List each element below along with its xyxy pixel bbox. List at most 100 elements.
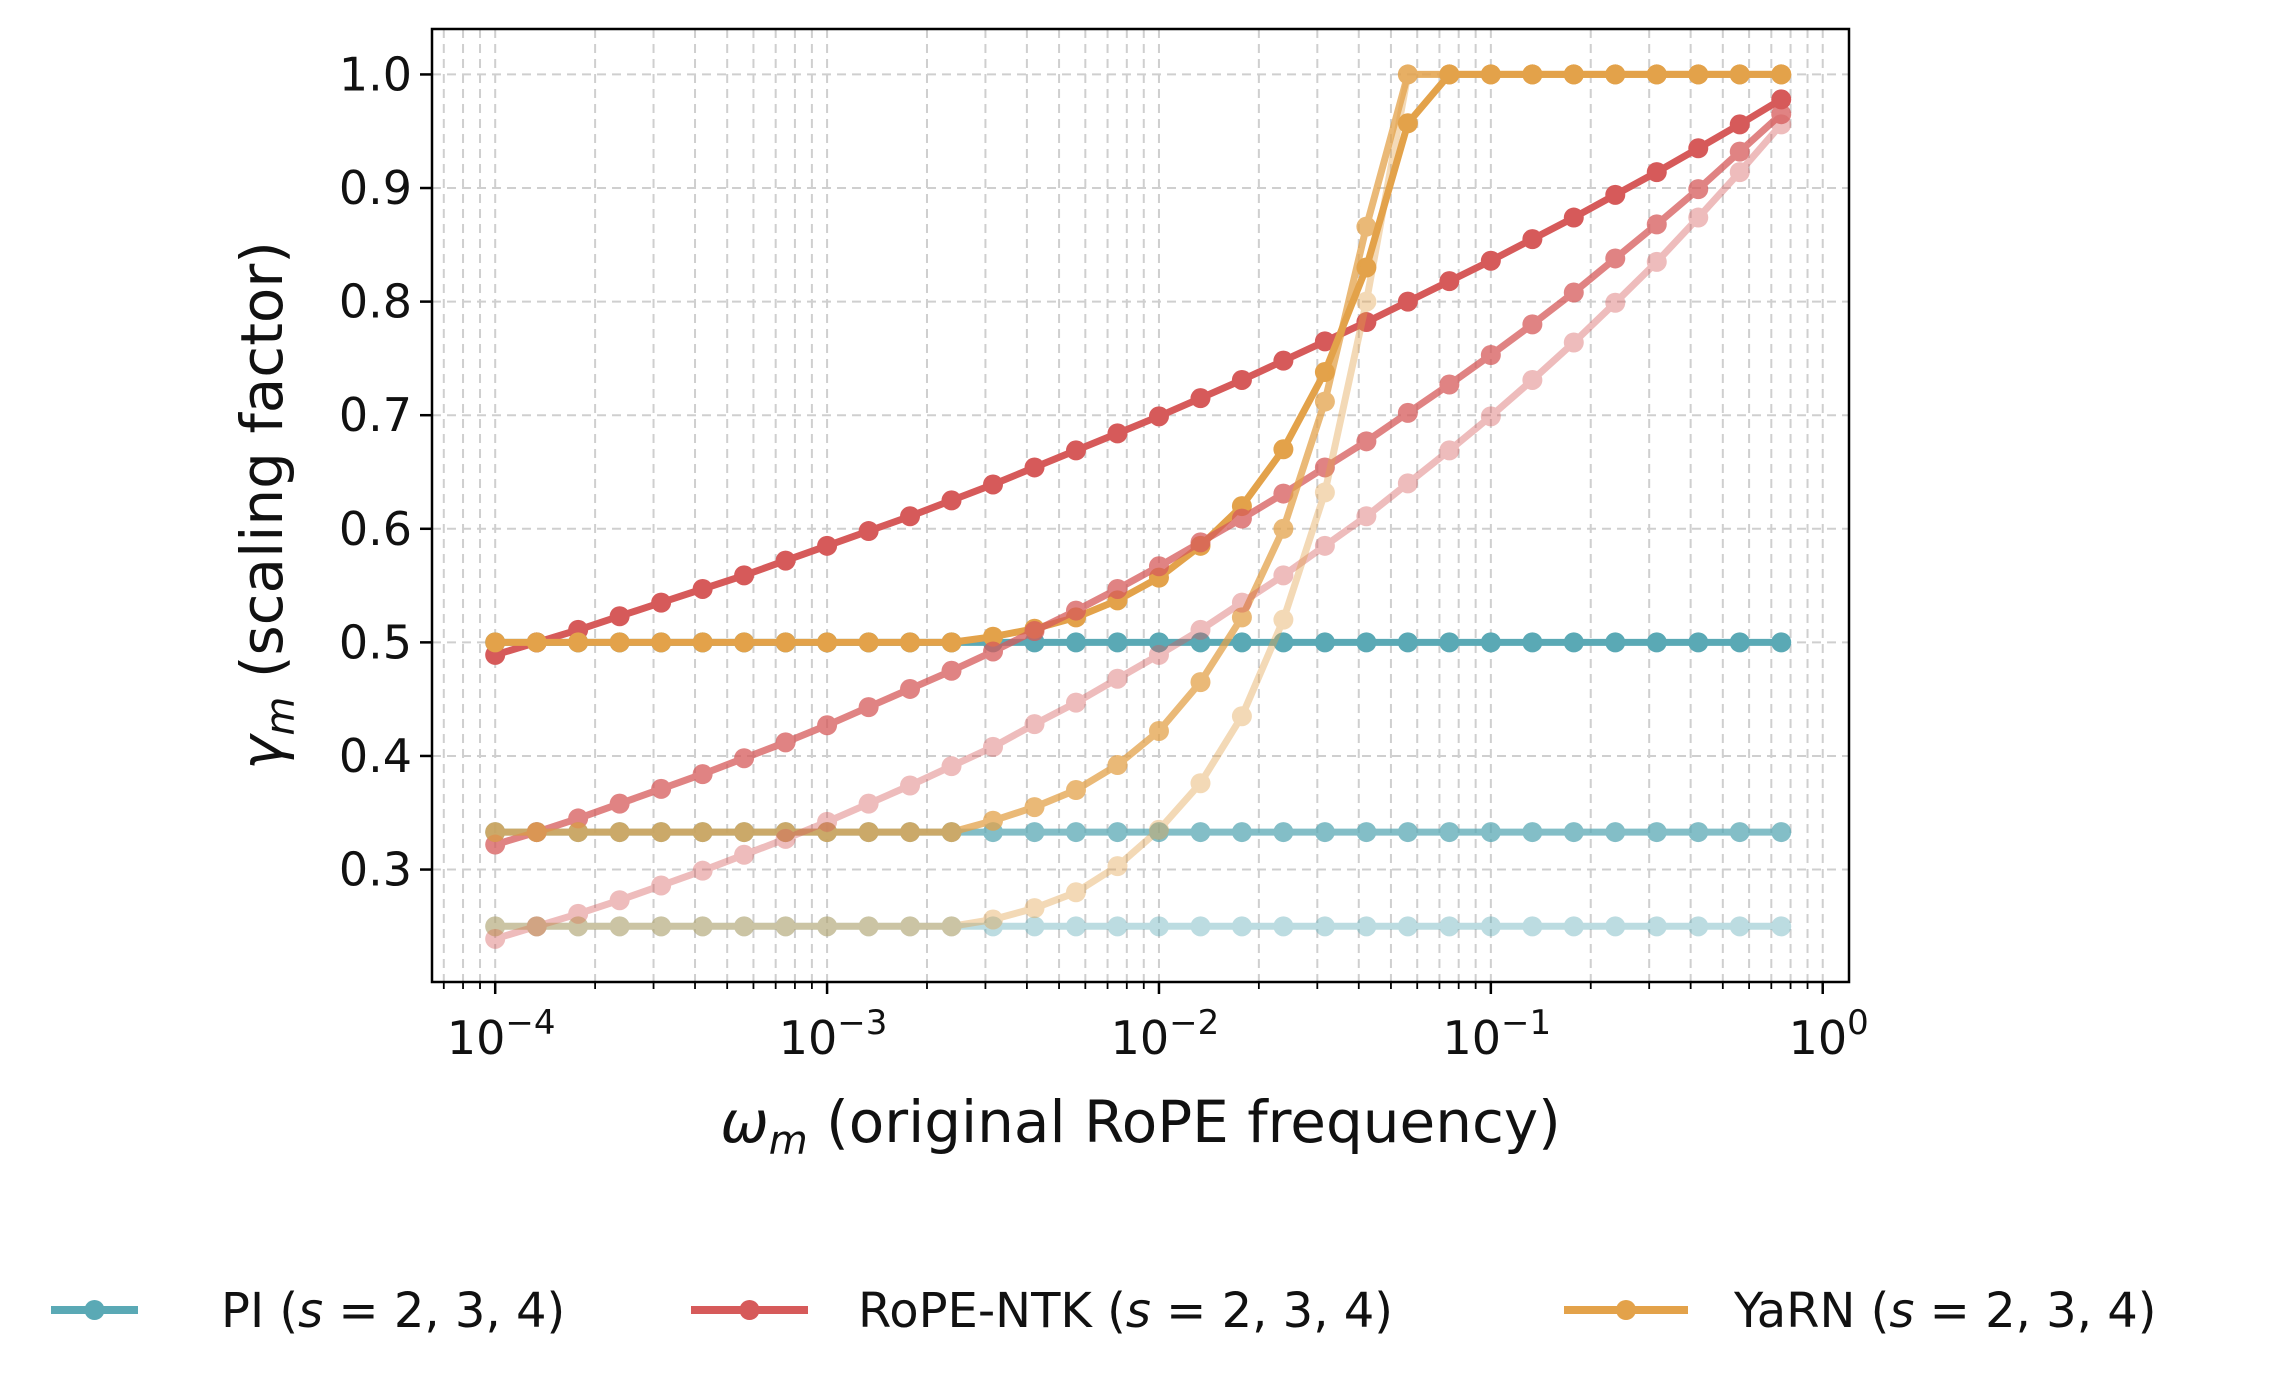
data-point [734, 916, 755, 937]
data-point [1356, 312, 1377, 333]
data-point [651, 632, 672, 653]
data-point [1273, 350, 1294, 371]
data-point [1771, 89, 1792, 110]
data-point [1605, 248, 1626, 269]
data-point [526, 632, 547, 653]
data-point [1231, 592, 1252, 613]
data-point [609, 632, 630, 653]
data-point [1148, 822, 1169, 843]
data-point [1563, 822, 1584, 843]
data-point [1605, 822, 1626, 843]
data-point [941, 916, 962, 937]
data-point [900, 632, 921, 653]
data-point [983, 909, 1004, 930]
x-axis-label: ωm (original RoPE frequency) [720, 1088, 1561, 1164]
data-point [1729, 114, 1750, 135]
data-point [1356, 216, 1377, 237]
data-point [651, 822, 672, 843]
data-point [1646, 64, 1667, 85]
data-point [983, 474, 1004, 495]
data-point [1522, 64, 1543, 85]
data-point [1480, 64, 1501, 85]
data-point [1231, 822, 1252, 843]
data-point [1024, 457, 1045, 478]
data-point [1397, 632, 1418, 653]
data-point [1771, 104, 1792, 125]
data-point [1771, 916, 1792, 937]
data-point [1439, 271, 1460, 292]
data-point [1273, 916, 1294, 937]
data-point [1480, 406, 1501, 427]
data-point [1273, 822, 1294, 843]
data-point [568, 916, 589, 937]
data-point [1605, 632, 1626, 653]
data-point [1107, 916, 1128, 937]
data-point [775, 916, 796, 937]
data-point [651, 916, 672, 937]
data-point [858, 793, 879, 814]
data-point [1646, 822, 1667, 843]
legend-marker [739, 1300, 760, 1320]
data-point [734, 844, 755, 865]
data-point [1439, 632, 1460, 653]
data-point [1231, 607, 1252, 628]
data-point [1439, 64, 1460, 85]
data-point [1439, 64, 1460, 85]
x-tick-exponent: −1 [1501, 1003, 1551, 1043]
data-point [1522, 229, 1543, 250]
data-point [1024, 621, 1045, 642]
data-point [485, 916, 506, 937]
x-tick-label: 100 [1789, 1003, 1869, 1065]
data-point [1729, 141, 1750, 162]
data-point [817, 822, 838, 843]
data-point [1314, 822, 1335, 843]
data-point [1522, 64, 1543, 85]
legend-label-suffix: = 2, 3, 4) [323, 1283, 565, 1339]
data-point [1024, 916, 1045, 937]
data-point [1439, 374, 1460, 395]
data-point [1771, 632, 1792, 653]
data-point [1190, 619, 1211, 640]
data-point [1356, 431, 1377, 452]
data-point [692, 578, 713, 599]
data-point [1646, 251, 1667, 272]
data-point [1480, 632, 1501, 653]
data-point [692, 916, 713, 937]
data-point [858, 632, 879, 653]
data-point [1646, 162, 1667, 183]
legend-label-var: s [1126, 1283, 1151, 1339]
series-yarn-s3 [485, 64, 1792, 843]
plot-lines [485, 64, 1792, 949]
data-point [1646, 214, 1667, 235]
data-point [1397, 113, 1418, 134]
data-point [692, 632, 713, 653]
data-point [692, 860, 713, 881]
data-point [983, 736, 1004, 757]
data-point [1522, 369, 1543, 390]
data-point [1314, 632, 1335, 653]
data-point [1190, 916, 1211, 937]
data-point [1065, 692, 1086, 713]
data-point [817, 811, 838, 832]
data-point [775, 916, 796, 937]
data-point [1065, 632, 1086, 653]
y-tick-label: 1.0 [339, 47, 412, 101]
data-point [1397, 402, 1418, 423]
data-point [1397, 916, 1418, 937]
legend-item-rope-ntk: RoPE-NTK (s = 2, 3, 4) [691, 1283, 1393, 1339]
data-point [1688, 138, 1709, 159]
data-point [734, 822, 755, 843]
data-point [1273, 439, 1294, 460]
x-tick-label: 10−3 [779, 1003, 888, 1065]
data-point [1522, 632, 1543, 653]
data-point [1065, 822, 1086, 843]
data-point [1107, 668, 1128, 689]
data-point [1273, 483, 1294, 504]
data-point [1024, 797, 1045, 818]
data-point [1605, 64, 1626, 85]
x-tick-label: 10−1 [1443, 1003, 1552, 1065]
data-point [1065, 882, 1086, 903]
data-point [1356, 822, 1377, 843]
legend-marker [1616, 1300, 1636, 1320]
data-point [692, 916, 713, 937]
